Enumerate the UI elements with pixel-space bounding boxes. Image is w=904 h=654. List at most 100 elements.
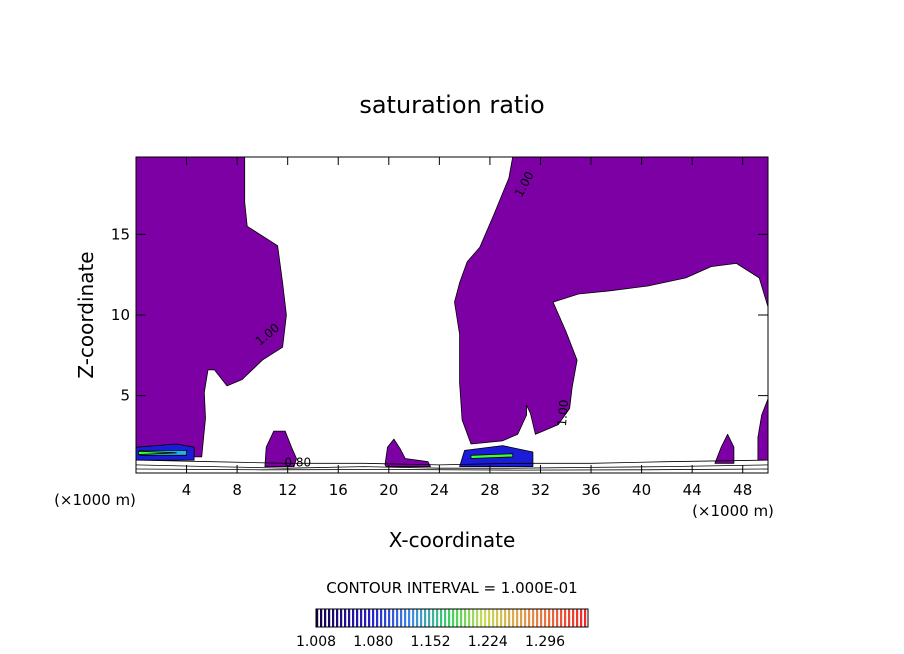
colorbar-swatch-39 <box>472 609 475 627</box>
colorbar-swatch-60 <box>556 609 559 627</box>
colorbar-tick-label-0: 1.008 <box>296 634 336 650</box>
colorbar-swatch-20 <box>396 609 399 627</box>
colorbar-swatch-47 <box>504 609 507 627</box>
colorbar-tick-label-4: 1.296 <box>525 634 565 650</box>
y-tick-label-2: 15 <box>111 225 130 243</box>
colorbar-swatch-10 <box>356 609 359 627</box>
colorbar-swatch-21 <box>400 609 403 627</box>
colorbar-swatch-17 <box>384 609 387 627</box>
colorbar-swatch-1 <box>320 609 323 627</box>
colorbar-tick-label-3: 1.224 <box>468 634 508 650</box>
colorbar-swatch-42 <box>484 609 487 627</box>
colorbar-frame <box>315 608 589 628</box>
colorbar-swatch-66 <box>580 609 583 627</box>
y-axis: 5 10 15 <box>111 225 768 405</box>
colorbar-swatch-23 <box>408 609 411 627</box>
colorbar-swatch-24 <box>412 609 415 627</box>
colorbar-swatch-34 <box>452 609 455 627</box>
colorbar-swatch-7 <box>344 609 347 627</box>
colorbar-swatch-28 <box>428 609 431 627</box>
colorbar-swatch-31 <box>440 609 443 627</box>
colorbar-swatch-37 <box>464 609 467 627</box>
colorbar-swatch-53 <box>528 609 531 627</box>
colorbar-swatch-46 <box>500 609 503 627</box>
colorbar-swatch-32 <box>444 609 447 627</box>
contour-region-2 <box>264 430 297 468</box>
colorbar-swatch-45 <box>496 609 499 627</box>
colorbar-swatch-8 <box>348 609 351 627</box>
colorbar-swatch-14 <box>372 609 375 627</box>
contour-region-0 <box>135 156 287 458</box>
colorbar-swatch-50 <box>516 609 519 627</box>
x-tick-label-5: 24 <box>430 481 449 499</box>
colorbar-swatch-18 <box>388 609 391 627</box>
colorbar-swatch-65 <box>576 609 579 627</box>
colorbar-swatch-9 <box>352 609 355 627</box>
colorbar-swatch-48 <box>508 609 511 627</box>
colorbar-swatch-38 <box>468 609 471 627</box>
contour-label-3: 0.80 <box>284 456 311 470</box>
x-axis: 4 8 12 16 20 24 28 32 36 40 44 48 <box>182 157 752 499</box>
chart-title: saturation ratio <box>359 91 544 119</box>
contour-line-2 <box>135 468 769 471</box>
x-tick-label-9: 40 <box>632 481 651 499</box>
contour-region-8 <box>138 450 177 455</box>
colorbar-swatch-59 <box>552 609 555 627</box>
colorbar-swatch-15 <box>376 609 379 627</box>
colorbar-swatch-13 <box>368 609 371 627</box>
colorbar-swatch-2 <box>324 609 327 627</box>
x-tick-label-6: 28 <box>480 481 499 499</box>
colorbar-swatch-0 <box>316 609 319 627</box>
x-tick-label-0: 4 <box>182 481 192 499</box>
colorbar-swatch-58 <box>548 609 551 627</box>
contour-region-1 <box>454 156 769 461</box>
colorbar-swatch-16 <box>380 609 383 627</box>
colorbar-swatch-36 <box>460 609 463 627</box>
contour-region-3 <box>384 438 431 468</box>
colorbar-swatch-52 <box>524 609 527 627</box>
x-tick-label-2: 12 <box>278 481 297 499</box>
colorbar-swatch-27 <box>424 609 427 627</box>
colorbar-swatch-33 <box>448 609 451 627</box>
colorbar-swatch-25 <box>416 609 419 627</box>
contour-interval-text: CONTOUR INTERVAL = 1.000E-01 <box>326 579 577 597</box>
colorbar-swatch-6 <box>340 609 343 627</box>
colorbar-swatch-57 <box>544 609 547 627</box>
colorbar-swatch-3 <box>328 609 331 627</box>
contour-label-2: 1.00 <box>555 399 571 427</box>
x-tick-label-1: 8 <box>232 481 242 499</box>
colorbar-swatch-4 <box>332 609 335 627</box>
colorbar-swatch-11 <box>360 609 363 627</box>
colorbar-swatch-12 <box>364 609 367 627</box>
colorbar-swatch-55 <box>536 609 539 627</box>
y-tick-label-1: 10 <box>111 306 130 324</box>
colorbar-swatch-40 <box>476 609 479 627</box>
colorbar-swatch-56 <box>540 609 543 627</box>
colorbar-swatch-62 <box>564 609 567 627</box>
colorbar-swatch-64 <box>572 609 575 627</box>
colorbar-swatch-19 <box>392 609 395 627</box>
colorbar-swatch-54 <box>532 609 535 627</box>
x-axis-label: X-coordinate <box>389 528 516 552</box>
colorbar-swatch-5 <box>336 609 339 627</box>
x-tick-label-11: 48 <box>733 481 752 499</box>
plot-area: 1.001.001.000.80 <box>135 156 769 471</box>
colorbar-swatch-43 <box>488 609 491 627</box>
colorbar: 1.008 1.080 1.152 1.224 1.296 <box>296 608 589 650</box>
x-unit-label: (×1000 m) <box>692 502 774 520</box>
contour-region-4 <box>714 433 735 464</box>
contour-line-0 <box>135 459 769 466</box>
x-tick-label-10: 44 <box>683 481 702 499</box>
colorbar-swatch-41 <box>480 609 483 627</box>
colorbar-swatch-30 <box>436 609 439 627</box>
colorbar-swatch-51 <box>520 609 523 627</box>
y-tick-label-0: 5 <box>120 387 130 405</box>
colorbar-swatch-22 <box>404 609 407 627</box>
y-axis-label: Z-coordinate <box>74 251 98 378</box>
y-unit-label: (×1000 m) <box>54 491 136 509</box>
contour-region-9 <box>470 453 514 459</box>
x-tick-label-7: 32 <box>531 481 550 499</box>
x-tick-label-8: 36 <box>581 481 600 499</box>
colorbar-swatch-67 <box>584 609 587 627</box>
